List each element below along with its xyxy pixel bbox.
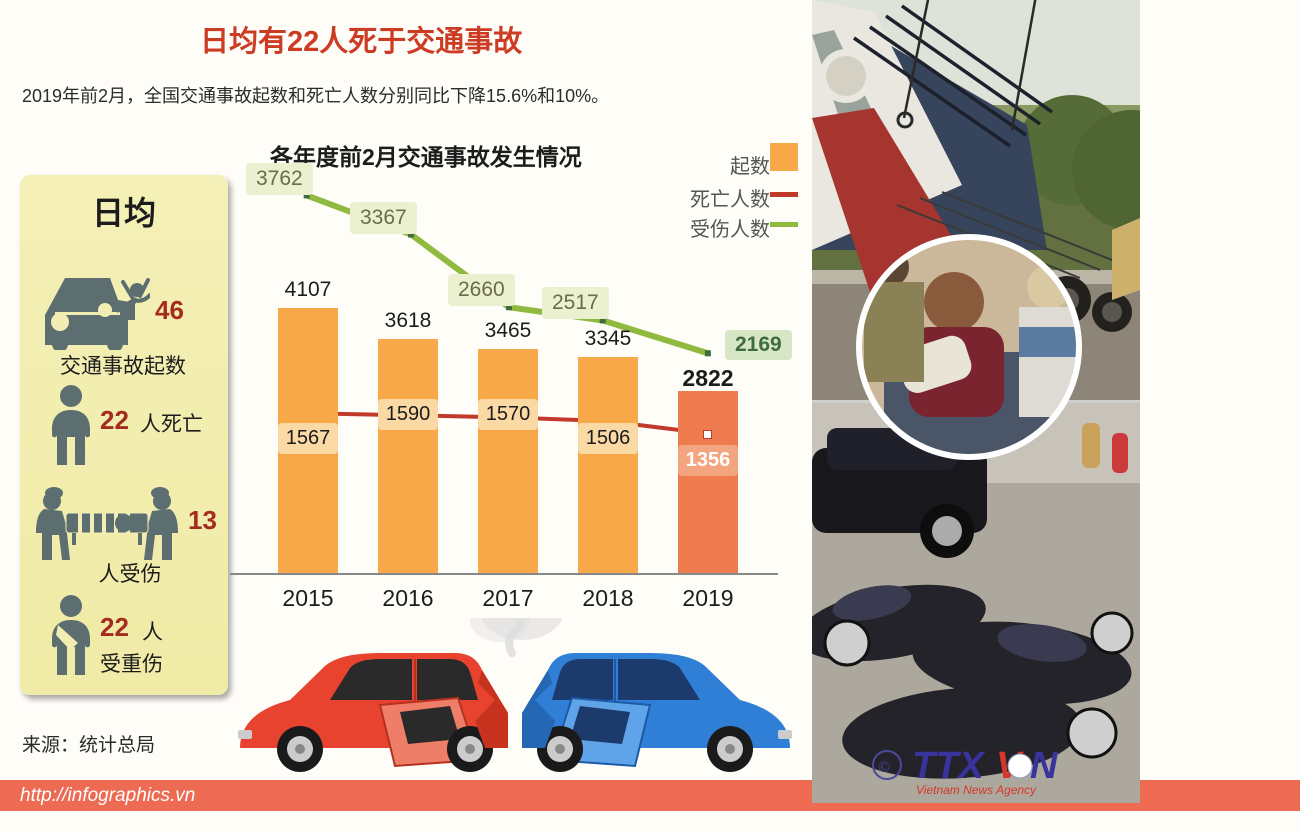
svg-text:Vietnam News Agency: Vietnam News Agency xyxy=(916,783,1037,797)
svg-text:TTX: TTX xyxy=(912,745,986,787)
svg-text:N: N xyxy=(1030,745,1059,787)
svg-text:©: © xyxy=(878,759,890,776)
svg-text:http://infographics.vn: http://infographics.vn xyxy=(20,785,195,806)
